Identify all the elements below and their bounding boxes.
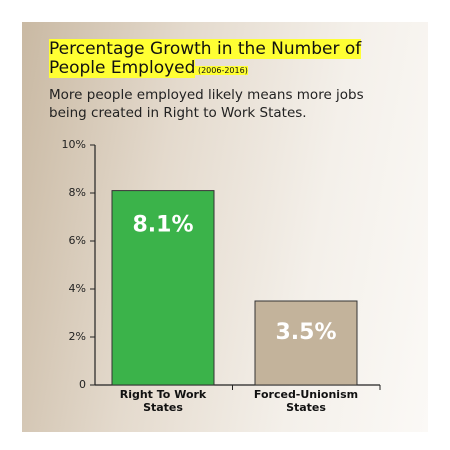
title-note: (2006-2016) bbox=[195, 66, 248, 75]
y-tick-label: 2% bbox=[69, 330, 86, 343]
x-tick-label: Right To Work States bbox=[119, 388, 207, 414]
y-tick-label: 10% bbox=[62, 138, 86, 151]
bar bbox=[111, 190, 215, 386]
value-label: 3.5% bbox=[275, 320, 336, 345]
chart-subtitle: More people employed likely means more j… bbox=[49, 87, 364, 121]
y-tick-label: 0 bbox=[79, 378, 86, 391]
chart-panel bbox=[22, 22, 428, 432]
bar bbox=[254, 300, 358, 386]
value-label: 8.1% bbox=[132, 213, 193, 238]
x-tick-label: Forced-Unionism States bbox=[253, 388, 359, 414]
y-tick-label: 4% bbox=[69, 282, 86, 295]
title-note-text: (2006-2016) bbox=[197, 66, 248, 75]
y-tick-label: 6% bbox=[69, 234, 86, 247]
y-tick-label: 8% bbox=[69, 186, 86, 199]
title-block: Percentage Growth in the Number of Peopl… bbox=[49, 39, 389, 80]
